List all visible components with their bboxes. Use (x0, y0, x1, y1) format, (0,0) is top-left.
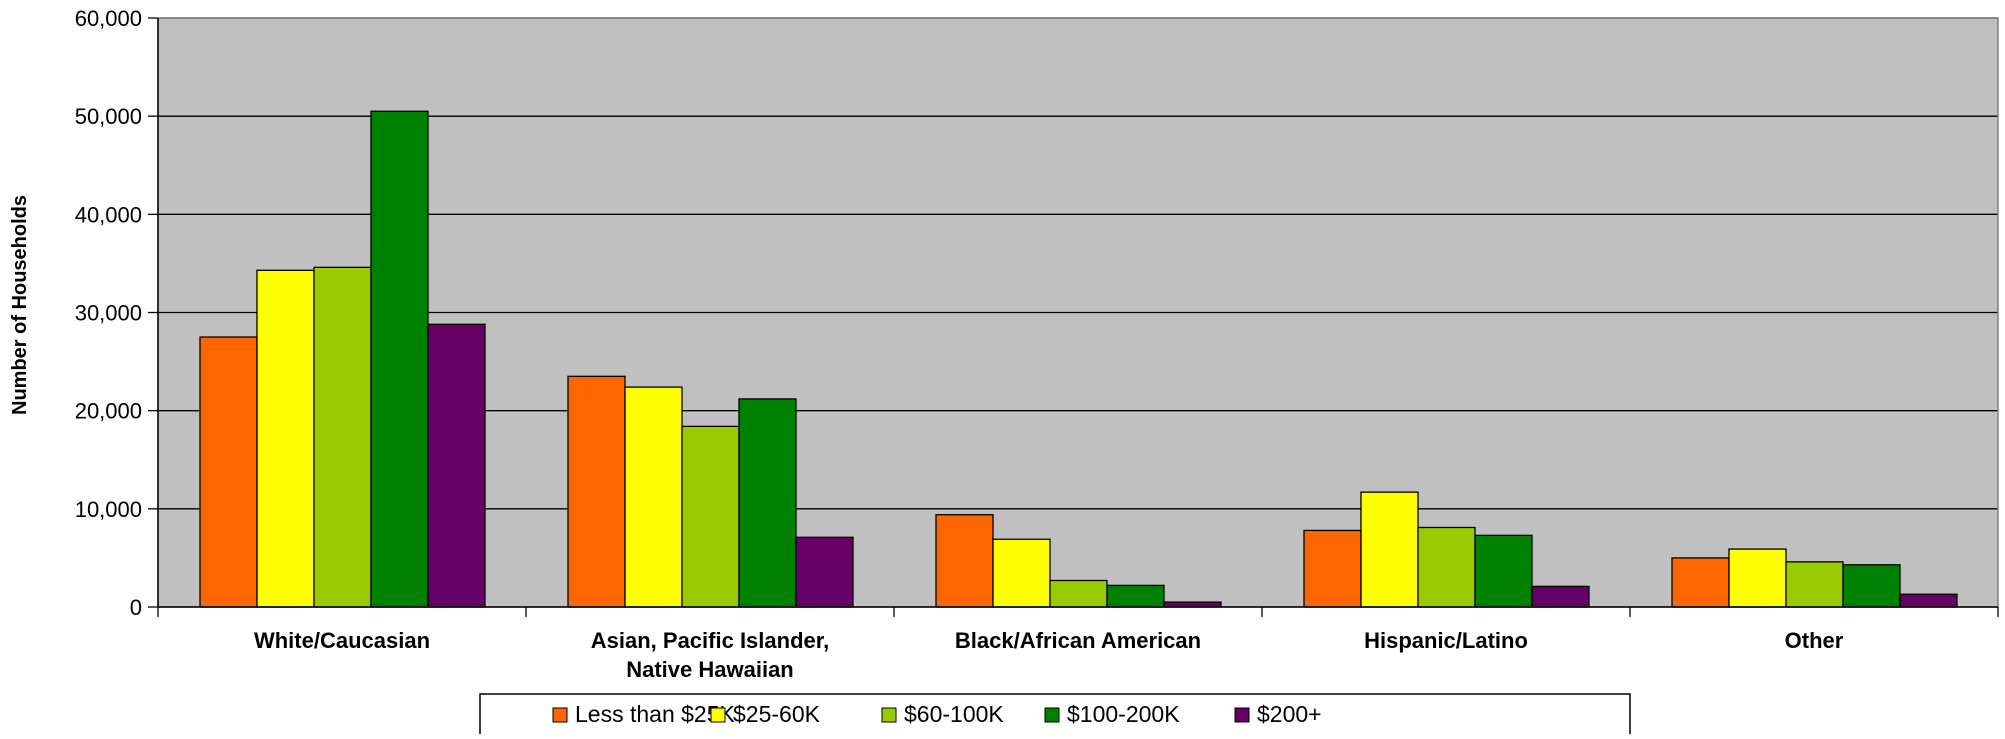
bar (567, 375, 626, 608)
bar (1899, 593, 1958, 608)
bar (199, 336, 258, 608)
y-tick-label: 60,000 (75, 6, 142, 31)
legend: Less than $25K$25-60K $60-100K $100-200K $2… (479, 693, 1631, 739)
legend-label: $60-100K (904, 701, 1004, 727)
legend-swatch (710, 707, 726, 723)
bar (935, 514, 994, 608)
x-category-label: Hispanic/Latino (1364, 628, 1528, 653)
bar (427, 323, 486, 608)
legend-swatch (881, 707, 897, 723)
bar (1785, 561, 1844, 608)
bars (199, 110, 1958, 608)
x-category-label: Asian, Pacific Islander, Native Hawaiian (591, 628, 829, 682)
x-category-label: Black/African American (955, 628, 1201, 653)
bar (256, 269, 315, 608)
bar (624, 386, 683, 608)
legend-label: Less than $25K (575, 701, 736, 727)
bar (1531, 585, 1590, 608)
y-tick-label: 0 (130, 595, 142, 620)
legend-box (479, 693, 1631, 739)
bar (1106, 584, 1165, 608)
bar (1360, 491, 1419, 608)
x-category-label: White/Caucasian (254, 628, 430, 653)
legend-swatch (1044, 707, 1060, 723)
bar (738, 398, 797, 608)
bar (1671, 557, 1730, 608)
bar (1303, 529, 1362, 608)
bar (1049, 579, 1108, 608)
bar (313, 266, 372, 608)
y-axis-title: Number of Households (9, 195, 31, 415)
bar (992, 538, 1051, 608)
legend-swatch (552, 707, 568, 723)
axes: 0 10,000 20,000 30,000 40,000 50,000 60,000 Whi… (75, 6, 1999, 682)
y-tick-label: 50,000 (75, 104, 142, 129)
bar (1728, 548, 1787, 608)
bar (795, 536, 854, 608)
bar (1417, 526, 1476, 608)
bar (1474, 534, 1533, 608)
bar (370, 110, 429, 608)
y-tick-label: 40,000 (75, 202, 142, 227)
y-tick-label: 20,000 (75, 399, 142, 424)
legend-label: $200+ (1257, 701, 1322, 727)
legend-label: $100-200K (1067, 701, 1180, 727)
x-category-label: Other (1785, 628, 1844, 653)
legend-swatch (1234, 707, 1250, 723)
y-tick-label: 10,000 (75, 497, 142, 522)
bar (681, 425, 740, 608)
legend-label: $25-60K (733, 701, 821, 727)
bar (1842, 564, 1901, 608)
y-tick-label: 30,000 (75, 301, 142, 326)
